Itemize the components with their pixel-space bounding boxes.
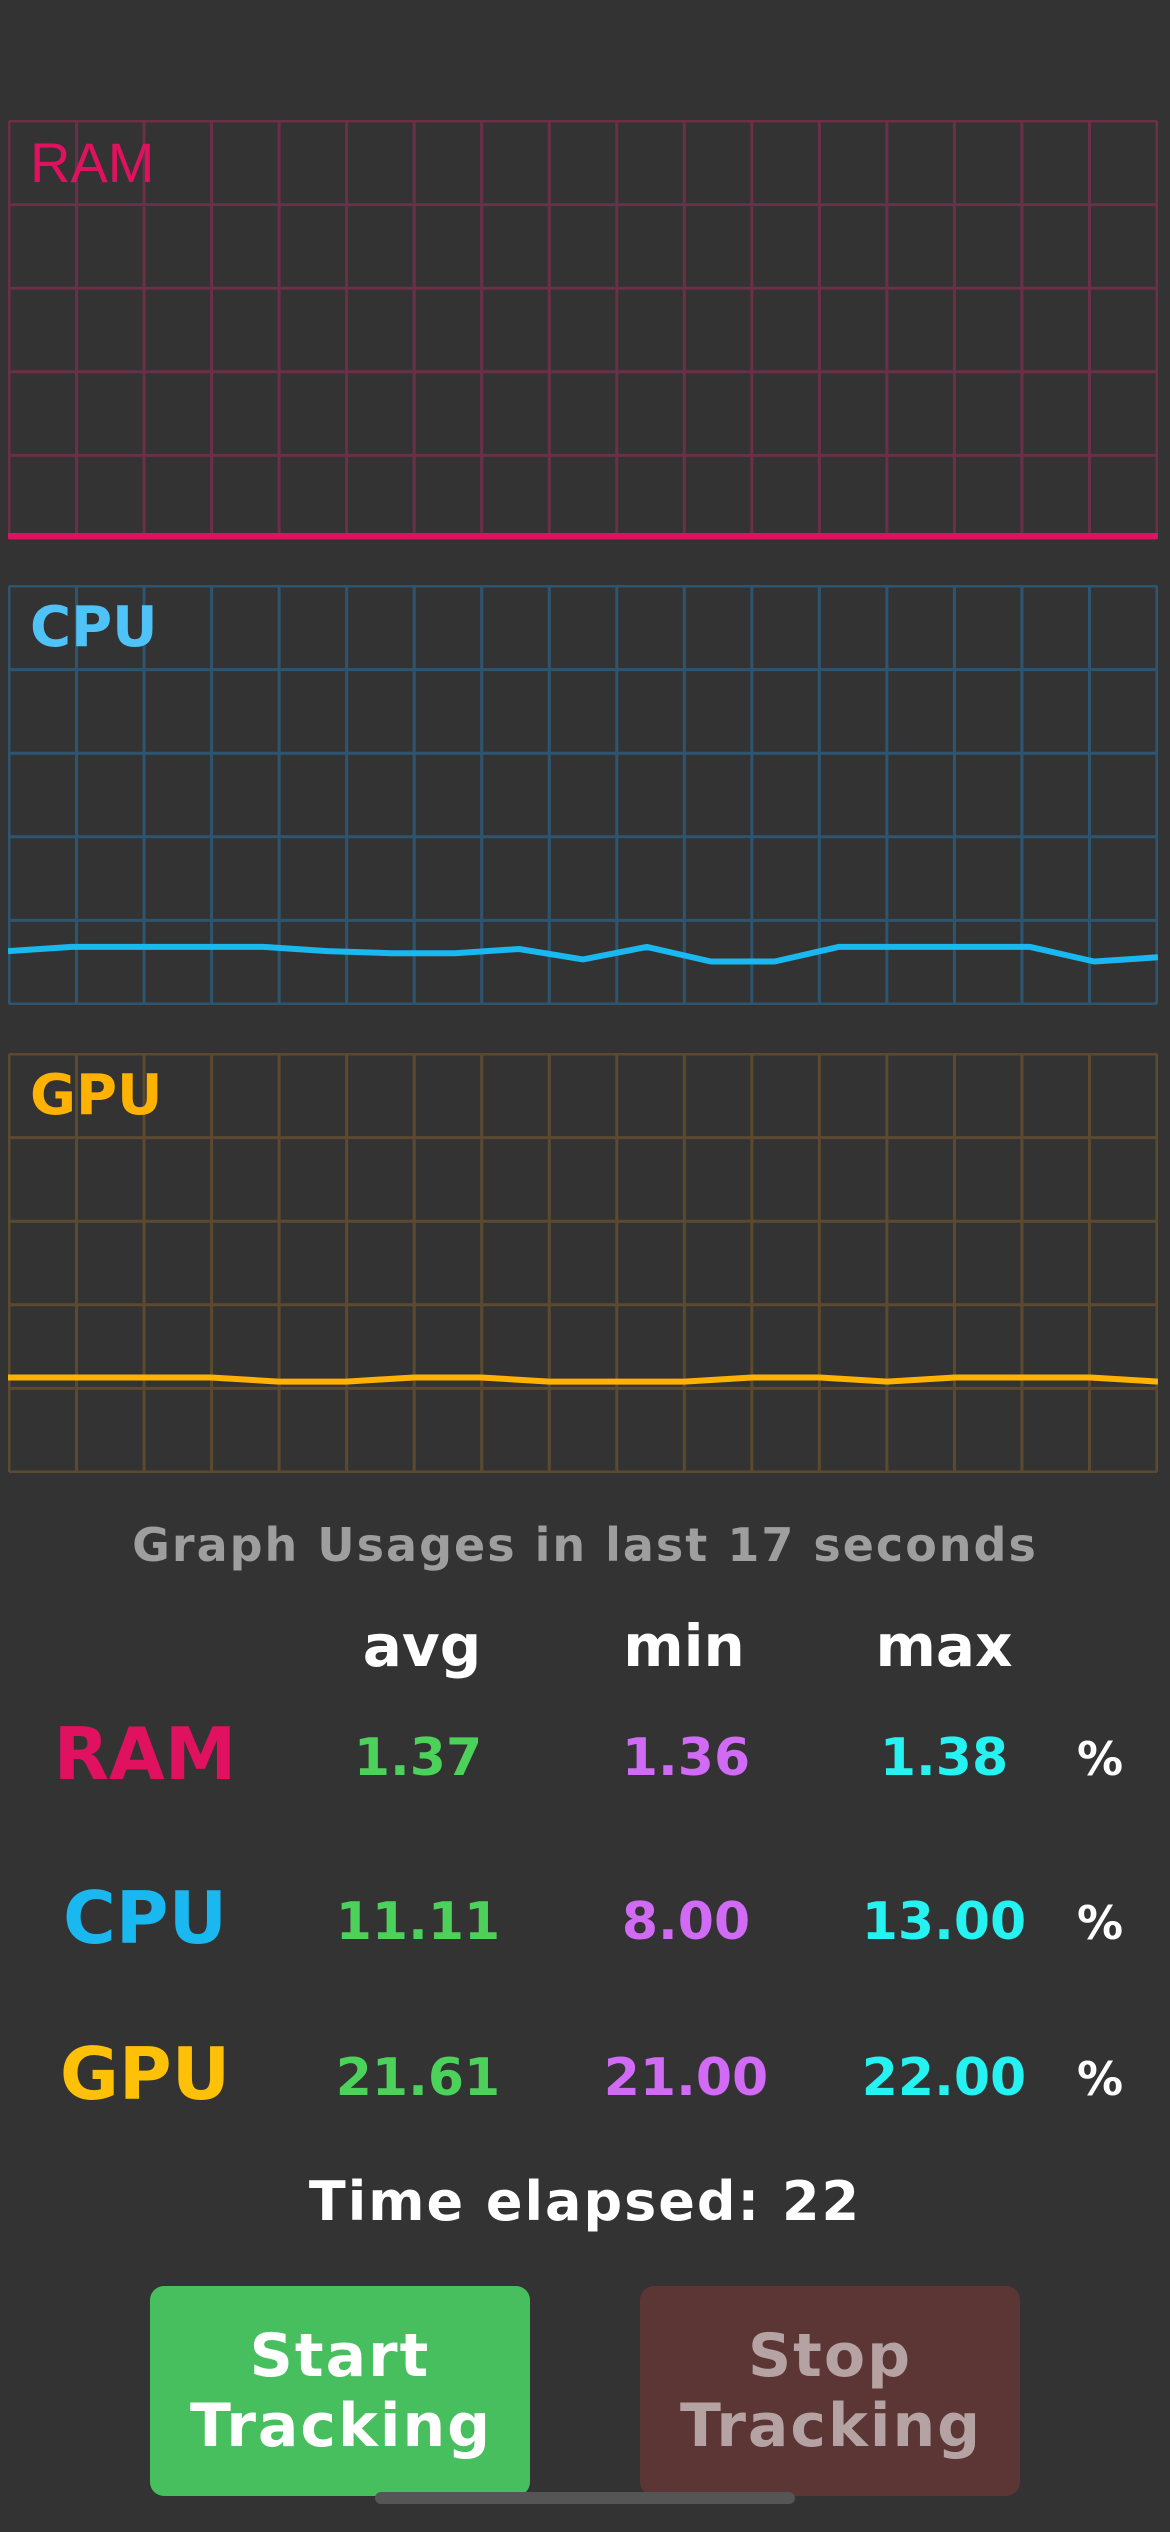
home-indicator [375,2492,795,2504]
cpu-graph-canvas [8,585,1158,1005]
stop-tracking-label: Stop Tracking [680,2321,983,2461]
stat-ram-unit: % [1076,1732,1124,1786]
stop-tracking-button[interactable]: Stop Tracking [640,2286,1020,2496]
ram-graph: RAM [8,120,1158,540]
stat-gpu-avg: 21.61 [335,2048,501,2108]
stat-gpu-unit: % [1076,2052,1124,2106]
stat-gpu-max: 22.00 [861,2048,1027,2108]
start-tracking-button[interactable]: Start Tracking [150,2286,530,2496]
stat-row-gpu-name: GPU [59,2032,231,2116]
stat-cpu-min: 8.00 [621,1892,751,1952]
stat-gpu-min: 21.00 [603,2048,769,2108]
cpu-usage-line [8,943,1158,965]
cpu-grid [8,585,1158,1005]
cpu-graph: CPU [8,585,1158,1005]
stat-ram-avg: 1.37 [353,1728,483,1788]
stat-cpu-avg: 11.11 [335,1892,501,1952]
gpu-graph: GPU [8,1053,1158,1473]
gpu-graph-label: GPU [30,1063,163,1128]
gpu-grid [8,1053,1158,1473]
stat-cpu-unit: % [1076,1896,1124,1950]
ram-grid [8,120,1158,540]
stat-ram-max: 1.38 [879,1728,1009,1788]
stat-ram-min: 1.36 [621,1728,751,1788]
gpu-graph-canvas [8,1053,1158,1473]
column-header-min: min [623,1612,745,1680]
start-tracking-label: Start Tracking [190,2321,493,2461]
stat-row-cpu-name: CPU [62,1876,228,1960]
time-elapsed: Time elapsed: 22 [308,2170,862,2233]
gpu-usage-line [8,1374,1158,1385]
stat-row-ram-name: RAM [53,1712,237,1796]
ram-graph-canvas [8,120,1158,540]
column-header-avg: avg [362,1612,482,1680]
column-header-max: max [875,1612,1013,1680]
graph-caption: Graph Usages in last 17 seconds [132,1518,1038,1572]
stat-cpu-max: 13.00 [861,1892,1027,1952]
ram-graph-label: RAM [30,131,155,194]
cpu-graph-label: CPU [30,595,158,660]
